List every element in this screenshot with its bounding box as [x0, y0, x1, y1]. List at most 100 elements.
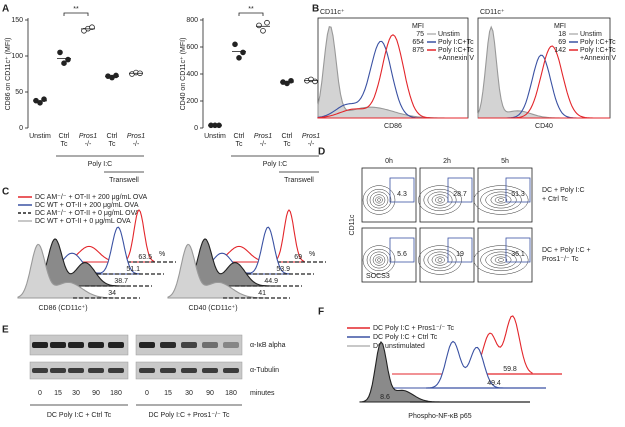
- contour: [362, 185, 396, 215]
- row-label: Pros1⁻/⁻ Tc: [542, 256, 579, 263]
- significance-bracket: [63, 12, 89, 16]
- gate-value: 63.5: [138, 254, 152, 261]
- category-label: Tc: [61, 141, 69, 148]
- category-label: Pros1: [79, 133, 97, 140]
- time-label: 15: [54, 390, 62, 397]
- legend-text: DC WT + OT-II + 0 μg/mL OVA: [35, 218, 131, 225]
- band: [32, 342, 48, 348]
- panel-label: D: [318, 147, 325, 158]
- gate: [505, 177, 531, 203]
- y-tick-label: 50: [15, 89, 23, 96]
- contour: [473, 185, 529, 215]
- time-label: 2h: [443, 158, 451, 165]
- contour: [435, 196, 445, 204]
- contour: [375, 256, 383, 264]
- histogram: [376, 340, 516, 389]
- mfi-value: 18: [558, 31, 566, 38]
- band: [32, 368, 48, 373]
- data-point: [65, 56, 71, 63]
- data-point: [312, 78, 318, 85]
- mfi-value: 75: [416, 31, 424, 38]
- gate-label: CD11c⁺: [480, 9, 505, 16]
- time-label: 0: [38, 390, 42, 397]
- band: [108, 342, 124, 348]
- category-label: Unstim: [204, 133, 226, 140]
- group-label: Transwell: [284, 177, 314, 184]
- histogram: [17, 243, 118, 299]
- band: [223, 368, 239, 373]
- legend-text: Poly I:C+Tc: [438, 47, 474, 54]
- group-label: DC Poly I:C + Ctrl Tc: [47, 412, 112, 419]
- y-tick-label: 200: [186, 98, 198, 105]
- data-point: [236, 54, 242, 61]
- band: [223, 342, 239, 348]
- significance: **: [248, 6, 254, 13]
- contour: [480, 188, 522, 212]
- y-tick-label: 0: [19, 125, 23, 132]
- contour: [494, 256, 508, 264]
- contour: [362, 245, 396, 275]
- legend-text: Poly I:C+Tc: [438, 39, 474, 46]
- significance: **: [73, 6, 79, 13]
- band: [68, 368, 84, 373]
- contour: [498, 198, 504, 202]
- histogram: [478, 45, 610, 119]
- mfi-value: 142: [554, 47, 566, 54]
- contour: [490, 254, 512, 266]
- band: [68, 342, 84, 348]
- legend-text: +Annexin V: [580, 55, 616, 62]
- percent-sign: %: [309, 251, 315, 258]
- legend-text: DC AM⁻/⁻ + OT-II + 0 μg/mL OVA: [35, 210, 140, 217]
- mfi-header: MFI: [412, 23, 424, 30]
- contour: [490, 194, 512, 206]
- x-axis-label: CD40: [535, 123, 553, 130]
- category-label: Ctrl: [59, 133, 70, 140]
- contour: [485, 191, 517, 209]
- data-point: [37, 100, 43, 106]
- histogram: [167, 243, 268, 299]
- y-tick-label: 400: [186, 71, 198, 78]
- data-point: [232, 41, 238, 48]
- gate: [389, 237, 415, 263]
- gate-value: 49.4: [487, 380, 501, 387]
- panel-label: B: [312, 4, 319, 15]
- contour: [494, 196, 508, 204]
- gate-value: 5.6: [397, 251, 407, 258]
- x-axis-label: CD86 (CD11c⁺): [38, 305, 87, 312]
- gate: [389, 177, 415, 203]
- category-label: Tc: [109, 141, 117, 148]
- mfi-value: 875: [412, 47, 424, 54]
- row-label: + Ctrl Tc: [542, 196, 568, 203]
- y-tick-label: 800: [186, 17, 198, 24]
- y-axis-label: CD40 on CD11c⁺ (MFI): [180, 38, 187, 111]
- band: [108, 368, 124, 373]
- gate-value: 4.3: [397, 191, 407, 198]
- band: [139, 342, 155, 348]
- time-label: 180: [110, 390, 122, 397]
- contour: [366, 248, 392, 272]
- gate-value: 36.1: [511, 251, 525, 258]
- row-label: DC + Poly I:C: [542, 187, 585, 194]
- legend-text: Unstim: [580, 31, 602, 38]
- contour: [369, 191, 389, 209]
- category-label: Pros1: [254, 133, 272, 140]
- band: [202, 342, 218, 348]
- band: [160, 342, 176, 348]
- data-point: [260, 27, 266, 34]
- time-label: 5h: [501, 158, 509, 165]
- time-label: 0: [145, 390, 149, 397]
- legend-text: DC Poly I:C + Ctrl Tc: [373, 334, 438, 341]
- group-label: Transwell: [109, 177, 139, 184]
- gate-value: 19: [456, 251, 464, 258]
- band: [160, 368, 176, 373]
- x-axis-label: CD40 (CD11c⁺): [188, 305, 237, 312]
- time-label: 30: [72, 390, 80, 397]
- data-point: [61, 60, 67, 66]
- x-axis-label: Phospho-NF-κB p65: [408, 413, 472, 420]
- category-label: Pros1: [127, 133, 145, 140]
- gate: [447, 177, 473, 203]
- time-label: 180: [225, 390, 237, 397]
- group-label: Poly I:C: [263, 161, 288, 168]
- data-point: [113, 72, 119, 79]
